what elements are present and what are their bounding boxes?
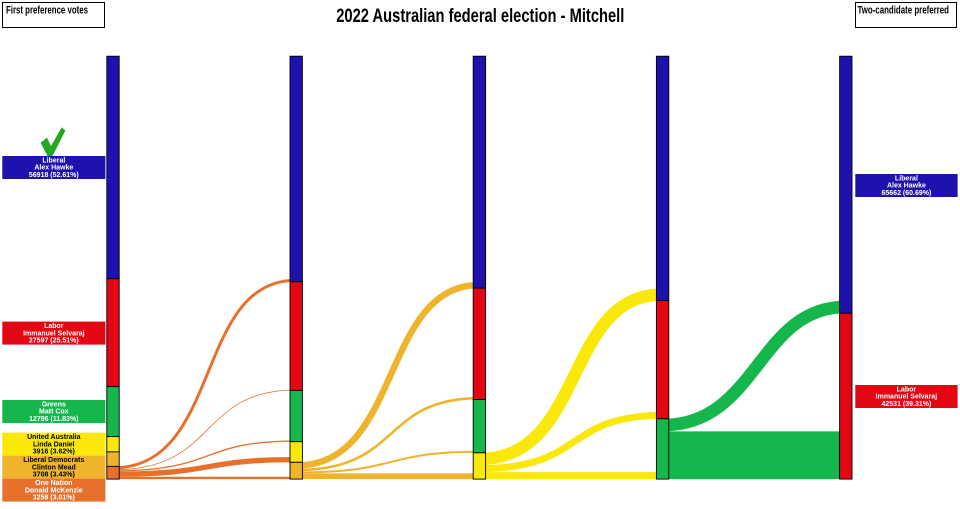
svg-text:Liberal: Liberal bbox=[42, 157, 65, 164]
svg-text:Liberal Democrats: Liberal Democrats bbox=[23, 457, 84, 464]
svg-text:Alex Hawke: Alex Hawke bbox=[887, 183, 926, 190]
svg-text:Clinton Mead: Clinton Mead bbox=[32, 464, 76, 471]
svg-text:3916 (3.62%): 3916 (3.62%) bbox=[33, 449, 75, 456]
svg-text:Linda Daniel: Linda Daniel bbox=[33, 441, 75, 448]
svg-text:2022 Australian federal electi: 2022 Australian federal election - Mitch… bbox=[336, 5, 624, 26]
svg-text:Two-candidate preferred: Two-candidate preferred bbox=[858, 4, 950, 17]
svg-text:First preference votes: First preference votes bbox=[6, 4, 88, 17]
svg-text:One Nation: One Nation bbox=[35, 480, 72, 487]
svg-text:27597 (25.51%): 27597 (25.51%) bbox=[29, 338, 79, 345]
svg-text:United Australia: United Australia bbox=[27, 434, 81, 441]
svg-text:Labor: Labor bbox=[44, 323, 64, 330]
svg-text:Liberal: Liberal bbox=[895, 175, 918, 182]
svg-text:56918 (52.61%): 56918 (52.61%) bbox=[29, 172, 79, 179]
svg-text:65662 (60.69%): 65662 (60.69%) bbox=[881, 190, 931, 197]
svg-text:Immanuel Selvaraj: Immanuel Selvaraj bbox=[876, 394, 938, 401]
svg-text:Alex Hawke: Alex Hawke bbox=[34, 165, 73, 172]
svg-text:42531 (39.31%): 42531 (39.31%) bbox=[881, 401, 931, 408]
svg-text:12796 (11.83%): 12796 (11.83%) bbox=[29, 416, 78, 423]
svg-text:3708 (3.43%): 3708 (3.43%) bbox=[33, 472, 75, 479]
svg-text:Immanuel Selvaraj: Immanuel Selvaraj bbox=[23, 330, 85, 337]
svg-text:Greens: Greens bbox=[42, 401, 66, 408]
svg-text:3258 (3.01%): 3258 (3.01%) bbox=[33, 495, 75, 502]
svg-text:Donald McKenzie: Donald McKenzie bbox=[25, 487, 83, 494]
svg-text:Matt Cox: Matt Cox bbox=[39, 409, 69, 416]
svg-text:Labor: Labor bbox=[897, 386, 917, 393]
